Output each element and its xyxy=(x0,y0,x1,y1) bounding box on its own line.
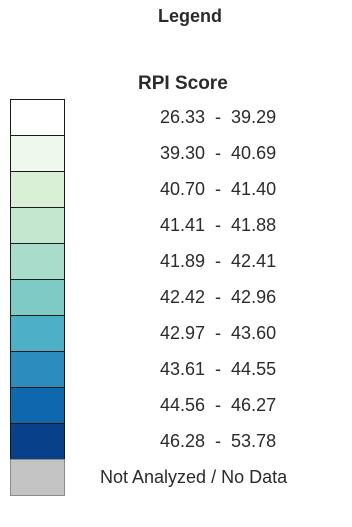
legend-swatches xyxy=(10,99,65,496)
legend-class-label: 43.61 - 44.55 xyxy=(100,351,350,387)
class-min-value: 46.28 xyxy=(160,431,206,451)
class-max-value: 40.69 xyxy=(231,143,277,163)
class-separator: - xyxy=(205,395,232,415)
legend-class-label: 39.30 - 40.69 xyxy=(100,135,350,171)
class-separator: - xyxy=(205,143,232,163)
class-separator: - xyxy=(205,251,232,271)
legend-class-label: 42.42 - 42.96 xyxy=(100,279,350,315)
class-max-value: 39.29 xyxy=(231,107,277,127)
class-max-value: 41.88 xyxy=(231,215,277,235)
legend-swatch xyxy=(10,135,65,172)
legend-class-label: 26.33 - 39.29 xyxy=(100,99,350,135)
class-separator: - xyxy=(205,107,232,127)
legend-swatch xyxy=(10,279,65,316)
class-min-value: 42.97 xyxy=(160,323,206,343)
legend-swatch xyxy=(10,315,65,352)
legend-labels: 26.33 - 39.29 39.30 - 40.69 40.70 - 41.40 4… xyxy=(100,99,350,495)
legend-swatch xyxy=(10,387,65,424)
class-separator: - xyxy=(205,323,232,343)
class-max-value: 46.27 xyxy=(231,395,277,415)
legend-swatch xyxy=(10,351,65,388)
legend-class-label: 42.97 - 43.60 xyxy=(100,315,350,351)
class-min-value: 42.42 xyxy=(160,287,206,307)
class-separator: - xyxy=(205,215,232,235)
no-data-swatch xyxy=(10,459,65,496)
class-separator: - xyxy=(205,287,232,307)
class-max-value: 42.96 xyxy=(231,287,277,307)
class-separator: - xyxy=(205,431,232,451)
no-data-text: Not Analyzed / No Data xyxy=(100,467,288,487)
legend-class-label: 44.56 - 46.27 xyxy=(100,387,350,423)
class-min-value: 26.33 xyxy=(160,107,206,127)
no-data-label: Not Analyzed / No Data xyxy=(100,459,350,495)
legend-swatch xyxy=(10,423,65,460)
class-min-value: 41.41 xyxy=(160,215,206,235)
class-max-value: 43.60 xyxy=(231,323,277,343)
class-min-value: 39.30 xyxy=(160,143,206,163)
class-min-value: 41.89 xyxy=(160,251,206,271)
class-separator: - xyxy=(205,179,232,199)
legend-subtitle: RPI Score xyxy=(138,73,228,94)
legend-class-label: 40.70 - 41.40 xyxy=(100,171,350,207)
class-separator: - xyxy=(205,359,232,379)
legend-class-label: 41.41 - 41.88 xyxy=(100,207,350,243)
class-max-value: 44.55 xyxy=(231,359,277,379)
class-min-value: 43.61 xyxy=(160,359,206,379)
legend-swatch xyxy=(10,171,65,208)
legend-swatch xyxy=(10,243,65,280)
class-max-value: 53.78 xyxy=(231,431,277,451)
legend-class-label: 46.28 - 53.78 xyxy=(100,423,350,459)
class-max-value: 41.40 xyxy=(231,179,277,199)
legend-class-label: 41.89 - 42.41 xyxy=(100,243,350,279)
class-min-value: 40.70 xyxy=(160,179,206,199)
class-max-value: 42.41 xyxy=(231,251,277,271)
legend-title: Legend xyxy=(157,6,222,26)
class-min-value: 44.56 xyxy=(160,395,206,415)
legend-swatch xyxy=(10,207,65,244)
legend-swatch xyxy=(10,99,65,136)
